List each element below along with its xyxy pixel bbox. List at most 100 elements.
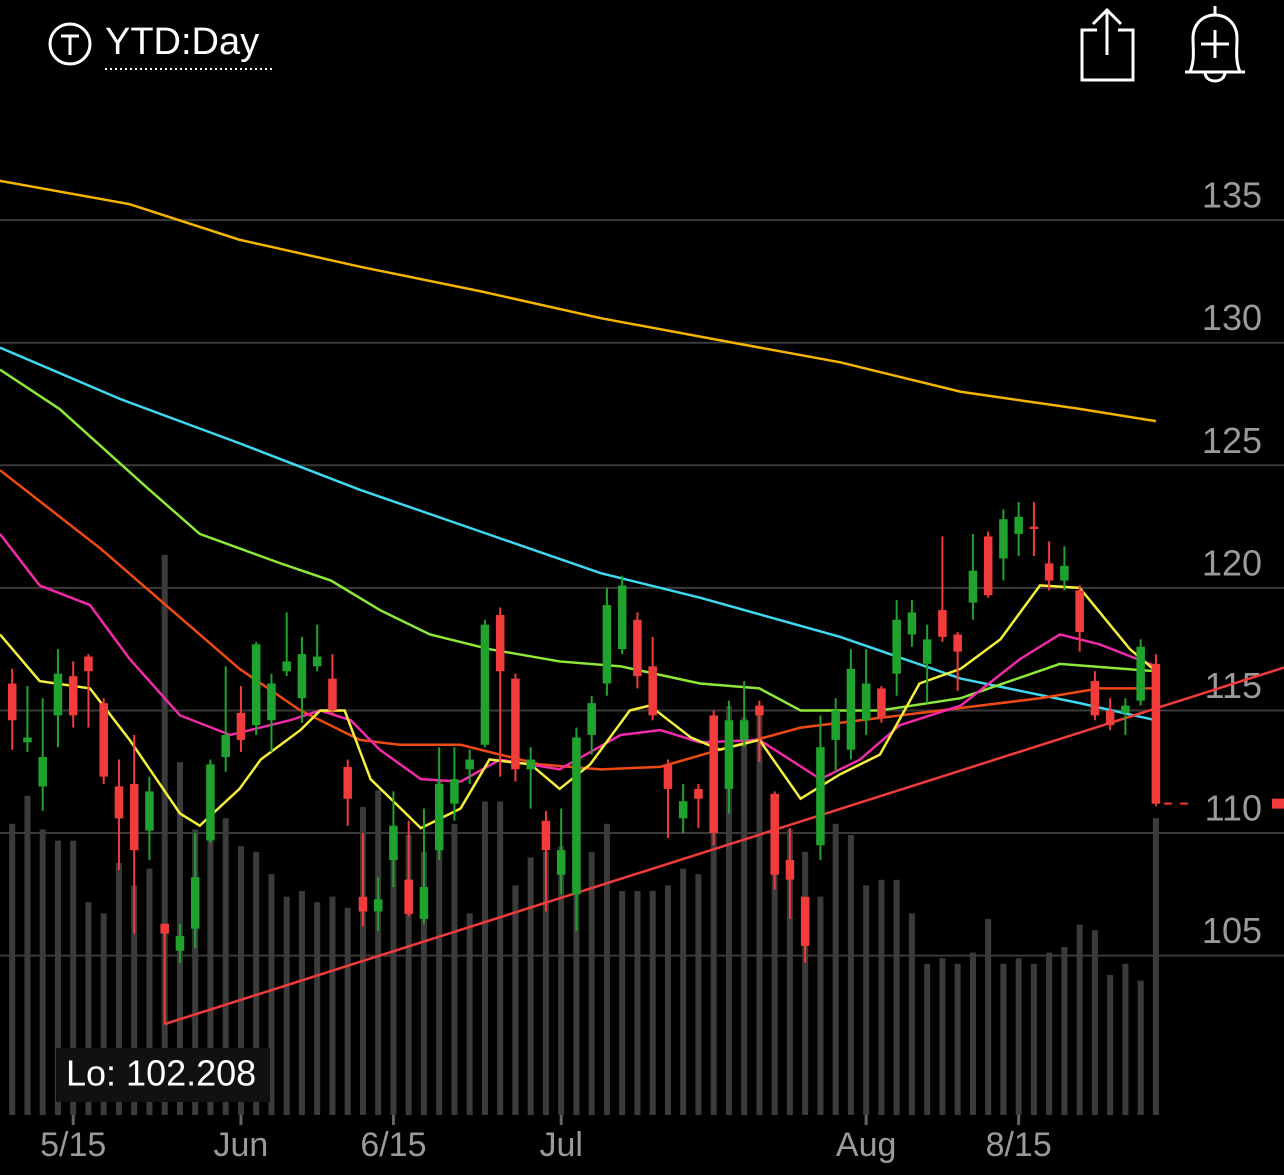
volume-bar (497, 801, 504, 1115)
candle-body (541, 820, 551, 851)
volume-bar (985, 919, 992, 1115)
volume-bar (542, 851, 549, 1115)
volume-bar (527, 857, 534, 1115)
volume-bar (863, 885, 870, 1115)
last-price-marker (1272, 798, 1284, 809)
candle-body (633, 619, 642, 677)
candle-body (770, 793, 779, 875)
candle-body (404, 879, 413, 914)
volume-bar (908, 913, 915, 1115)
candle-body (678, 801, 688, 819)
volume-bar (1061, 947, 1068, 1115)
candle-body (1121, 705, 1130, 713)
candle-body (1075, 590, 1084, 633)
volume-bar (1030, 963, 1037, 1115)
candle-body (267, 683, 276, 721)
candle-body (983, 536, 993, 596)
volume-bar (512, 885, 519, 1115)
candle-body (617, 585, 627, 650)
volume-bar (481, 801, 488, 1115)
volume-bar (85, 902, 92, 1115)
volume-bar (802, 851, 809, 1115)
candle-body (907, 612, 917, 635)
candle-body (938, 609, 947, 637)
y-tick-label: 120 (1202, 542, 1262, 583)
share-button[interactable] (1080, 7, 1135, 82)
volume-bar (680, 868, 687, 1115)
volume-bar (70, 840, 77, 1115)
volume-bar (24, 795, 31, 1115)
candle-body (922, 639, 932, 664)
candle-body (68, 676, 78, 716)
volume-bar (939, 958, 946, 1115)
volume-bar (146, 868, 153, 1115)
candle-body (663, 764, 673, 789)
volume-bar (1152, 818, 1159, 1115)
volume-bar (436, 779, 443, 1115)
candle-body (1014, 516, 1023, 534)
candle-body (602, 605, 612, 684)
volume-bar (1091, 930, 1098, 1115)
x-tick-label: 5/15 (40, 1126, 106, 1164)
candle-body (572, 737, 581, 895)
volume-bar (832, 823, 839, 1115)
volume-bar (771, 795, 778, 1115)
volume-bar (344, 907, 351, 1115)
candle-body (221, 734, 230, 758)
y-tick-label: 125 (1202, 420, 1262, 461)
volume-bar (420, 851, 427, 1115)
candle-body (434, 784, 444, 851)
volume-bar (375, 790, 382, 1115)
volume-bar (1015, 958, 1022, 1115)
volume-bar (54, 840, 61, 1115)
volume-bar (558, 846, 565, 1115)
volume-bar (588, 851, 595, 1115)
volume-bar (695, 874, 702, 1115)
volume-bar (283, 896, 290, 1115)
lo-label: Lo: 102.208 (66, 1053, 256, 1094)
volume-bar (649, 891, 656, 1115)
volume-bar (1076, 924, 1083, 1115)
volume-bar (100, 913, 107, 1115)
candle-body (1105, 710, 1115, 726)
volume-bar (314, 902, 321, 1115)
volume-bar (1137, 980, 1144, 1115)
volume-bar (634, 891, 641, 1115)
candle-body (846, 668, 856, 750)
candle-body (419, 886, 429, 919)
volume-bar (710, 823, 717, 1115)
x-tick-label: 8/15 (986, 1126, 1052, 1164)
candle-body (800, 896, 810, 946)
candle-body (1044, 563, 1054, 581)
volume-bar (192, 829, 199, 1115)
candle-body (511, 678, 520, 770)
alert-button[interactable] (1185, 6, 1245, 83)
volume-bar (237, 846, 244, 1115)
volume-bar (39, 829, 46, 1115)
candle-body (892, 619, 901, 674)
volume-bar (847, 835, 854, 1115)
candle-body (282, 661, 291, 672)
volume-bar (161, 555, 168, 1115)
candle-body (251, 644, 261, 726)
range-button[interactable]: YTD:Day (48, 21, 274, 70)
volume-bar (222, 818, 229, 1115)
volume-bar (1046, 952, 1053, 1115)
x-tick-label: Aug (836, 1126, 897, 1164)
candle-body (785, 860, 795, 880)
volume-bar (969, 952, 976, 1115)
candle-body (739, 720, 749, 740)
candle-body (114, 786, 124, 819)
volume-bar (924, 963, 931, 1115)
share-icon (1080, 7, 1135, 82)
volume-bar (131, 885, 138, 1115)
lo-box (56, 1048, 270, 1102)
volume-bar (207, 807, 214, 1115)
x-tick-label: Jun (214, 1126, 269, 1164)
volume-bar (466, 913, 473, 1115)
candle-body (724, 720, 734, 789)
y-tick-label: 130 (1202, 297, 1262, 338)
y-tick-label: 135 (1202, 175, 1262, 216)
candle-body (953, 634, 962, 652)
